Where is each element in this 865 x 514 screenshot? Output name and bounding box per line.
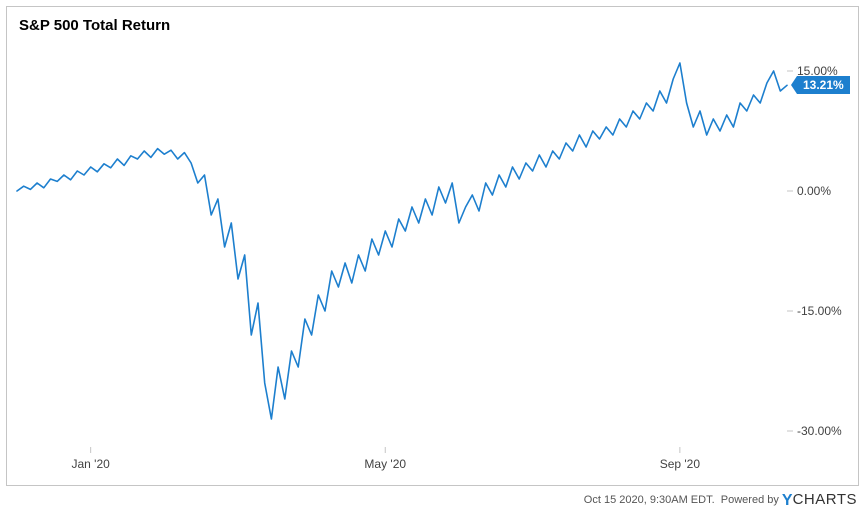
brand-y-icon: Y [782, 492, 793, 509]
x-tick-label: May '20 [364, 457, 406, 471]
x-tick-label: Jan '20 [71, 457, 109, 471]
footer-timestamp: Oct 15 2020, 9:30AM EDT. [584, 494, 715, 506]
brand-name: CHARTS [793, 491, 857, 508]
x-tick-label: Sep '20 [660, 457, 700, 471]
y-tick-label: 0.00% [797, 184, 831, 198]
footer-powered-by: Powered by [721, 494, 779, 506]
y-tick-label: -15.00% [797, 304, 842, 318]
chart-container: S&P 500 Total Return 15.00%0.00%-15.00%-… [6, 6, 859, 486]
chart-svg [7, 7, 858, 485]
y-tick-label: -30.00% [797, 424, 842, 438]
badge-text: 13.21% [803, 78, 844, 92]
current-value-badge: 13.21% [797, 76, 850, 94]
chart-footer: Oct 15 2020, 9:30AM EDT. Powered by YCHA… [584, 491, 857, 510]
